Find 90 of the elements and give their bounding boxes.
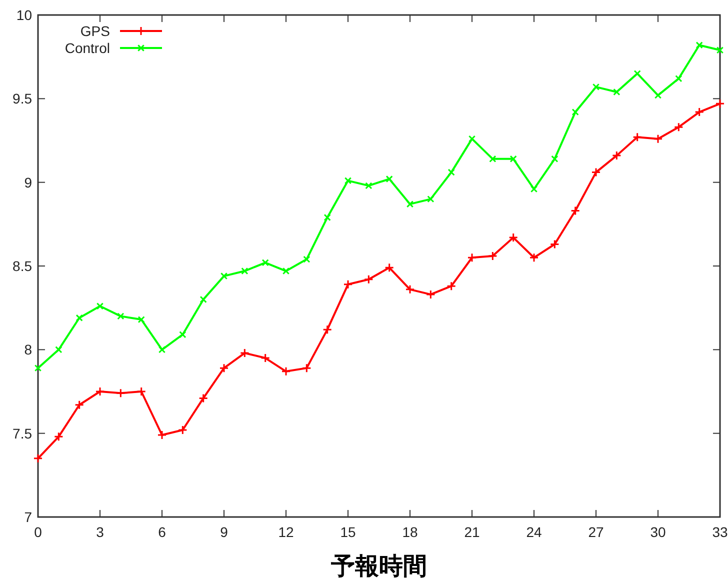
- point: [612, 150, 622, 160]
- point: [530, 185, 538, 193]
- point: [448, 168, 455, 176]
- x-tick-label: 21: [464, 524, 480, 540]
- point: [33, 454, 43, 464]
- point: [508, 232, 518, 242]
- x-tick-label: 0: [34, 524, 42, 540]
- point: [653, 134, 663, 144]
- point: [551, 155, 558, 162]
- point: [489, 155, 496, 162]
- point: [344, 177, 352, 184]
- x-tick-label: 12: [278, 524, 294, 540]
- point: [178, 425, 188, 435]
- point: [364, 274, 374, 284]
- point: [55, 346, 62, 354]
- point: [405, 284, 415, 294]
- point: [138, 316, 145, 324]
- point: [632, 132, 642, 142]
- point: [117, 312, 124, 320]
- x-tick-label: 27: [588, 524, 604, 540]
- y-tick-label: 7: [24, 509, 32, 525]
- point: [241, 267, 248, 275]
- point: [281, 366, 291, 376]
- y-tick-label: 7.5: [12, 425, 32, 442]
- point: [488, 251, 498, 261]
- point: [529, 252, 539, 262]
- point: [158, 346, 166, 354]
- x-axis-title: 予報時間: [330, 553, 427, 580]
- point: [198, 393, 208, 403]
- point: [384, 262, 394, 272]
- point: [674, 122, 684, 132]
- point: [696, 42, 703, 49]
- point: [322, 324, 332, 334]
- x-tick-label: 24: [526, 524, 542, 540]
- point: [34, 364, 42, 372]
- y-tick-label: 8: [24, 342, 32, 358]
- point: [386, 175, 393, 183]
- x-tick-label: 15: [340, 524, 356, 540]
- point: [406, 200, 414, 208]
- x-tick-label: 9: [220, 524, 228, 540]
- point: [136, 386, 146, 396]
- point: [675, 75, 682, 82]
- y-tick-label: 9: [24, 174, 32, 190]
- point: [468, 135, 476, 142]
- legend-label: GPS: [80, 23, 110, 39]
- point: [592, 83, 600, 91]
- point: [550, 239, 560, 249]
- point: [74, 400, 84, 410]
- x-tick-label: 6: [158, 524, 166, 540]
- point: [634, 70, 641, 78]
- point: [427, 195, 434, 203]
- point: [302, 363, 312, 373]
- point: [200, 296, 207, 304]
- legend-label: Control: [64, 40, 110, 56]
- point: [510, 155, 517, 162]
- point: [95, 386, 105, 396]
- point: [96, 302, 104, 310]
- y-tick-label: 10: [16, 7, 32, 23]
- point: [220, 272, 228, 280]
- point: [262, 259, 269, 266]
- point: [240, 348, 250, 358]
- point: [303, 256, 310, 263]
- point: [570, 206, 580, 216]
- point: [179, 331, 186, 338]
- y-tick-label: 8.5: [12, 258, 32, 274]
- point: [324, 214, 331, 222]
- point: [715, 98, 725, 108]
- point: [219, 363, 229, 373]
- x-tick-label: 33: [712, 524, 728, 540]
- point: [572, 108, 579, 116]
- point: [116, 388, 126, 398]
- point: [157, 430, 167, 440]
- point: [76, 314, 83, 322]
- point: [694, 107, 704, 117]
- x-tick-label: 3: [96, 524, 104, 540]
- point: [260, 353, 270, 363]
- point: [282, 267, 290, 275]
- point: [467, 252, 477, 262]
- x-tick-label: 18: [402, 524, 418, 540]
- point: [365, 182, 372, 190]
- point: [54, 432, 64, 442]
- y-tick-label: 9.5: [12, 90, 32, 107]
- point: [654, 92, 662, 99]
- point: [591, 168, 601, 178]
- x-tick-label: 30: [650, 524, 666, 540]
- point: [446, 281, 456, 291]
- point: [426, 290, 436, 300]
- point: [613, 88, 620, 96]
- point: [716, 46, 724, 54]
- point: [343, 280, 353, 290]
